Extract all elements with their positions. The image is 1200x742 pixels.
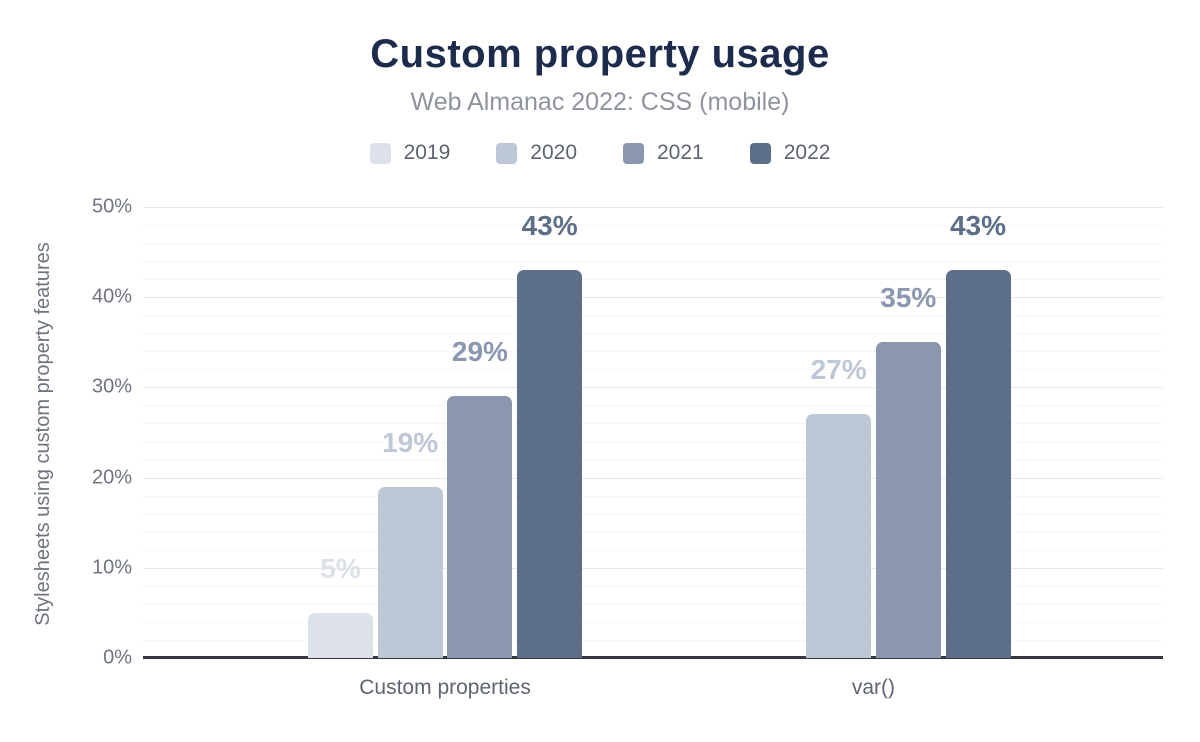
bar-value-label: 43% — [949, 210, 1007, 242]
minor-gridline — [143, 621, 1163, 623]
x-axis-line — [143, 656, 1163, 659]
bar-2022-custom-properties — [517, 270, 583, 658]
bar-2020-custom-properties — [377, 486, 443, 658]
minor-gridline — [143, 423, 1163, 425]
y-tick-label: 30% — [91, 375, 132, 398]
legend-swatch-icon — [496, 142, 518, 164]
y-tick-label: 10% — [91, 556, 132, 579]
bar-value-label: 19% — [382, 426, 439, 458]
minor-gridline — [143, 369, 1163, 371]
minor-gridline — [143, 279, 1163, 281]
bar-value-label: 27% — [810, 354, 867, 386]
legend-item-2021: 2021 — [623, 141, 704, 165]
y-tick-label: 0% — [103, 646, 132, 669]
legend-item-2019: 2019 — [369, 141, 451, 165]
minor-gridline — [143, 225, 1163, 227]
minor-gridline — [143, 351, 1163, 353]
minor-gridline — [143, 243, 1163, 245]
legend-swatch-icon — [369, 142, 391, 164]
legend-swatch-icon — [749, 142, 771, 164]
x-category-label: Custom properties — [359, 676, 531, 699]
minor-gridline — [143, 441, 1163, 443]
bar-2021-var — [875, 342, 941, 658]
bar-2020-var — [806, 414, 872, 658]
y-tick-label: 20% — [91, 466, 132, 489]
y-tick-label: 40% — [91, 285, 132, 308]
legend-item-2022: 2022 — [749, 141, 831, 165]
bar-2019-custom-properties — [308, 612, 373, 658]
legend: 2019 2020 2021 2022 — [0, 141, 1200, 165]
chart-subtitle: Web Almanac 2022: CSS (mobile) — [410, 88, 790, 116]
minor-gridline — [143, 585, 1163, 587]
minor-gridline — [143, 531, 1163, 533]
minor-gridline — [143, 513, 1163, 515]
legend-swatch-icon — [623, 142, 644, 164]
bar-value-label: 5% — [320, 552, 361, 584]
minor-gridline — [143, 405, 1163, 407]
minor-gridline — [143, 333, 1163, 335]
minor-gridline — [143, 495, 1163, 497]
legend-label: 2021 — [657, 141, 704, 164]
major-gridline — [143, 567, 1163, 569]
minor-gridline — [143, 549, 1163, 551]
minor-gridline — [143, 639, 1163, 641]
minor-gridline — [143, 315, 1163, 317]
legend-label: 2022 — [783, 141, 831, 164]
minor-gridline — [143, 603, 1163, 605]
major-gridline — [143, 207, 1163, 208]
major-gridline — [143, 387, 1163, 389]
chart-title: Custom property usage — [370, 32, 830, 76]
x-category-label: var() — [851, 676, 896, 699]
major-gridline — [143, 477, 1163, 479]
minor-gridline — [143, 459, 1163, 461]
bar-value-label: 29% — [451, 336, 508, 368]
bar-2022-var — [945, 270, 1011, 658]
bar-value-label: 43% — [521, 210, 578, 242]
minor-gridline — [143, 261, 1163, 263]
legend-label: 2020 — [530, 141, 577, 164]
bar-value-label: 35% — [880, 282, 937, 314]
major-gridline — [143, 297, 1163, 299]
legend-label: 2019 — [403, 141, 451, 164]
bar-2021-custom-properties — [447, 396, 513, 658]
legend-item-2020: 2020 — [496, 141, 577, 165]
y-axis-title: Stylesheets using custom property featur… — [32, 242, 54, 626]
y-tick-label: 50% — [91, 195, 132, 218]
